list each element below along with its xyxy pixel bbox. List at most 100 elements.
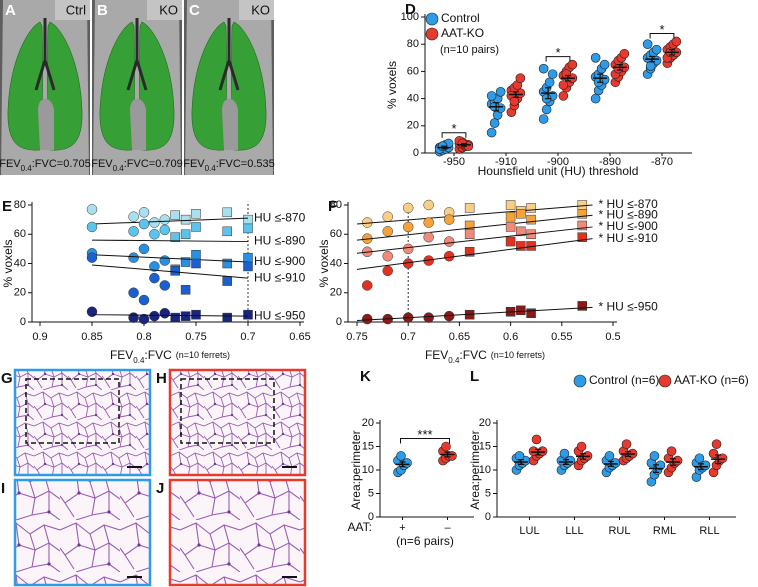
data-point [423,217,434,228]
x-label-part: (n=10 ferrets) [176,350,230,360]
series-label: * HU ≤-910 [599,231,659,245]
data-point [642,39,653,50]
image-label: KO [251,2,270,17]
data-point [402,221,414,233]
significance-bracket [545,56,571,62]
y-tick-label: 0 [336,316,342,328]
data-point [138,313,150,325]
data-point [402,243,414,255]
data-point [128,252,139,263]
trend-line [356,204,593,225]
data-point [361,313,373,325]
data-point [577,209,588,219]
data-point [423,312,434,323]
data-point [423,231,434,243]
y-axis-label: % voxels [317,239,331,287]
trend-line [356,214,593,241]
y-tick-label: 20 [479,417,491,429]
error-bar [597,73,604,83]
data-point [149,272,160,284]
data-point [149,229,160,240]
y-tick-label: 20 [14,287,26,299]
x-tick-label: LUL [519,525,539,537]
panel-letter: B [97,2,108,19]
data-point [423,199,434,211]
y-tick-label: 0 [413,147,419,159]
data-point [590,93,601,104]
data-point [599,59,610,70]
y-tick-label: 10 [479,464,491,476]
data-point [516,209,526,219]
y-tick-label: 5 [485,487,491,499]
data-point [464,203,475,213]
y-tick-label: 20 [330,287,342,299]
error-bar [652,464,659,473]
data-point [464,229,475,239]
histology-tissue [170,370,305,475]
panel-letter: A [5,2,16,19]
data-point [243,252,253,263]
y-tick-label: 80 [407,38,419,50]
data-point [402,458,412,468]
x-tick-label: -900 [547,156,569,168]
data-point [509,96,520,107]
zoom-box [180,378,275,444]
data-point [515,73,526,83]
x-tick-label: -950 [443,156,465,168]
data-point [243,214,253,225]
panel-letter: C [189,2,200,19]
data-point [180,214,191,225]
x-tick-label: 0.6 [503,331,518,343]
y-tick-label: 80 [14,199,26,211]
x-tick-label: + [399,522,405,534]
legend-label: AAT-KO [441,26,484,40]
x-axis-label: Hounsfield unit (HU) threshold [478,164,639,178]
caption-part: FEV [183,158,205,170]
data-point [516,305,526,316]
data-point [558,91,569,101]
airway [34,18,56,91]
data-point [651,44,662,55]
panel-letter: G [1,370,13,387]
trend-line [91,264,249,279]
x-tick-label: -910 [495,156,517,168]
y-tick-label: 60 [330,228,342,240]
caption: FEV0.4:FVC=0.535 [183,158,275,173]
data-point [565,455,576,466]
x-label-part: (n=10 ferrets) [491,350,545,360]
y-tick-label: 0 [368,511,374,523]
caption-part: :FVC=0.705 [32,158,91,170]
error-bar [441,145,448,150]
panel-letter: J [156,480,164,497]
caption-part: 0.4 [113,164,125,173]
data-point [86,252,98,263]
error-bar [460,142,467,147]
y-tick-label: 10 [362,464,374,476]
data-point [443,236,455,247]
data-point [170,266,180,276]
x-tick-label: LLL [565,525,583,537]
data-point [590,52,601,63]
data-point [514,451,525,461]
error-bar [562,459,569,465]
image-label: Ctrl [66,2,86,17]
axis-note: (n=6 pairs) [396,534,454,548]
caption: FEV0.4:FVC=0.709 [91,158,183,173]
data-point [128,226,139,237]
caption-part: 0.4 [205,164,217,173]
error-bar [545,87,552,100]
significance-label: * [555,45,560,60]
x-label-part: FEV [425,348,448,362]
data-point [486,91,497,101]
label-box [239,0,274,20]
data-point [138,294,150,306]
significance-label: * [659,22,664,37]
data-point [159,307,171,319]
data-point [222,226,232,237]
series-label: * HU ≤-950 [599,300,659,314]
legend-label: Control (n=6) [589,373,659,387]
data-point [382,265,393,277]
x-label-part: 0.4 [133,356,145,365]
histology-tissue [15,370,150,475]
label-box [55,0,90,20]
